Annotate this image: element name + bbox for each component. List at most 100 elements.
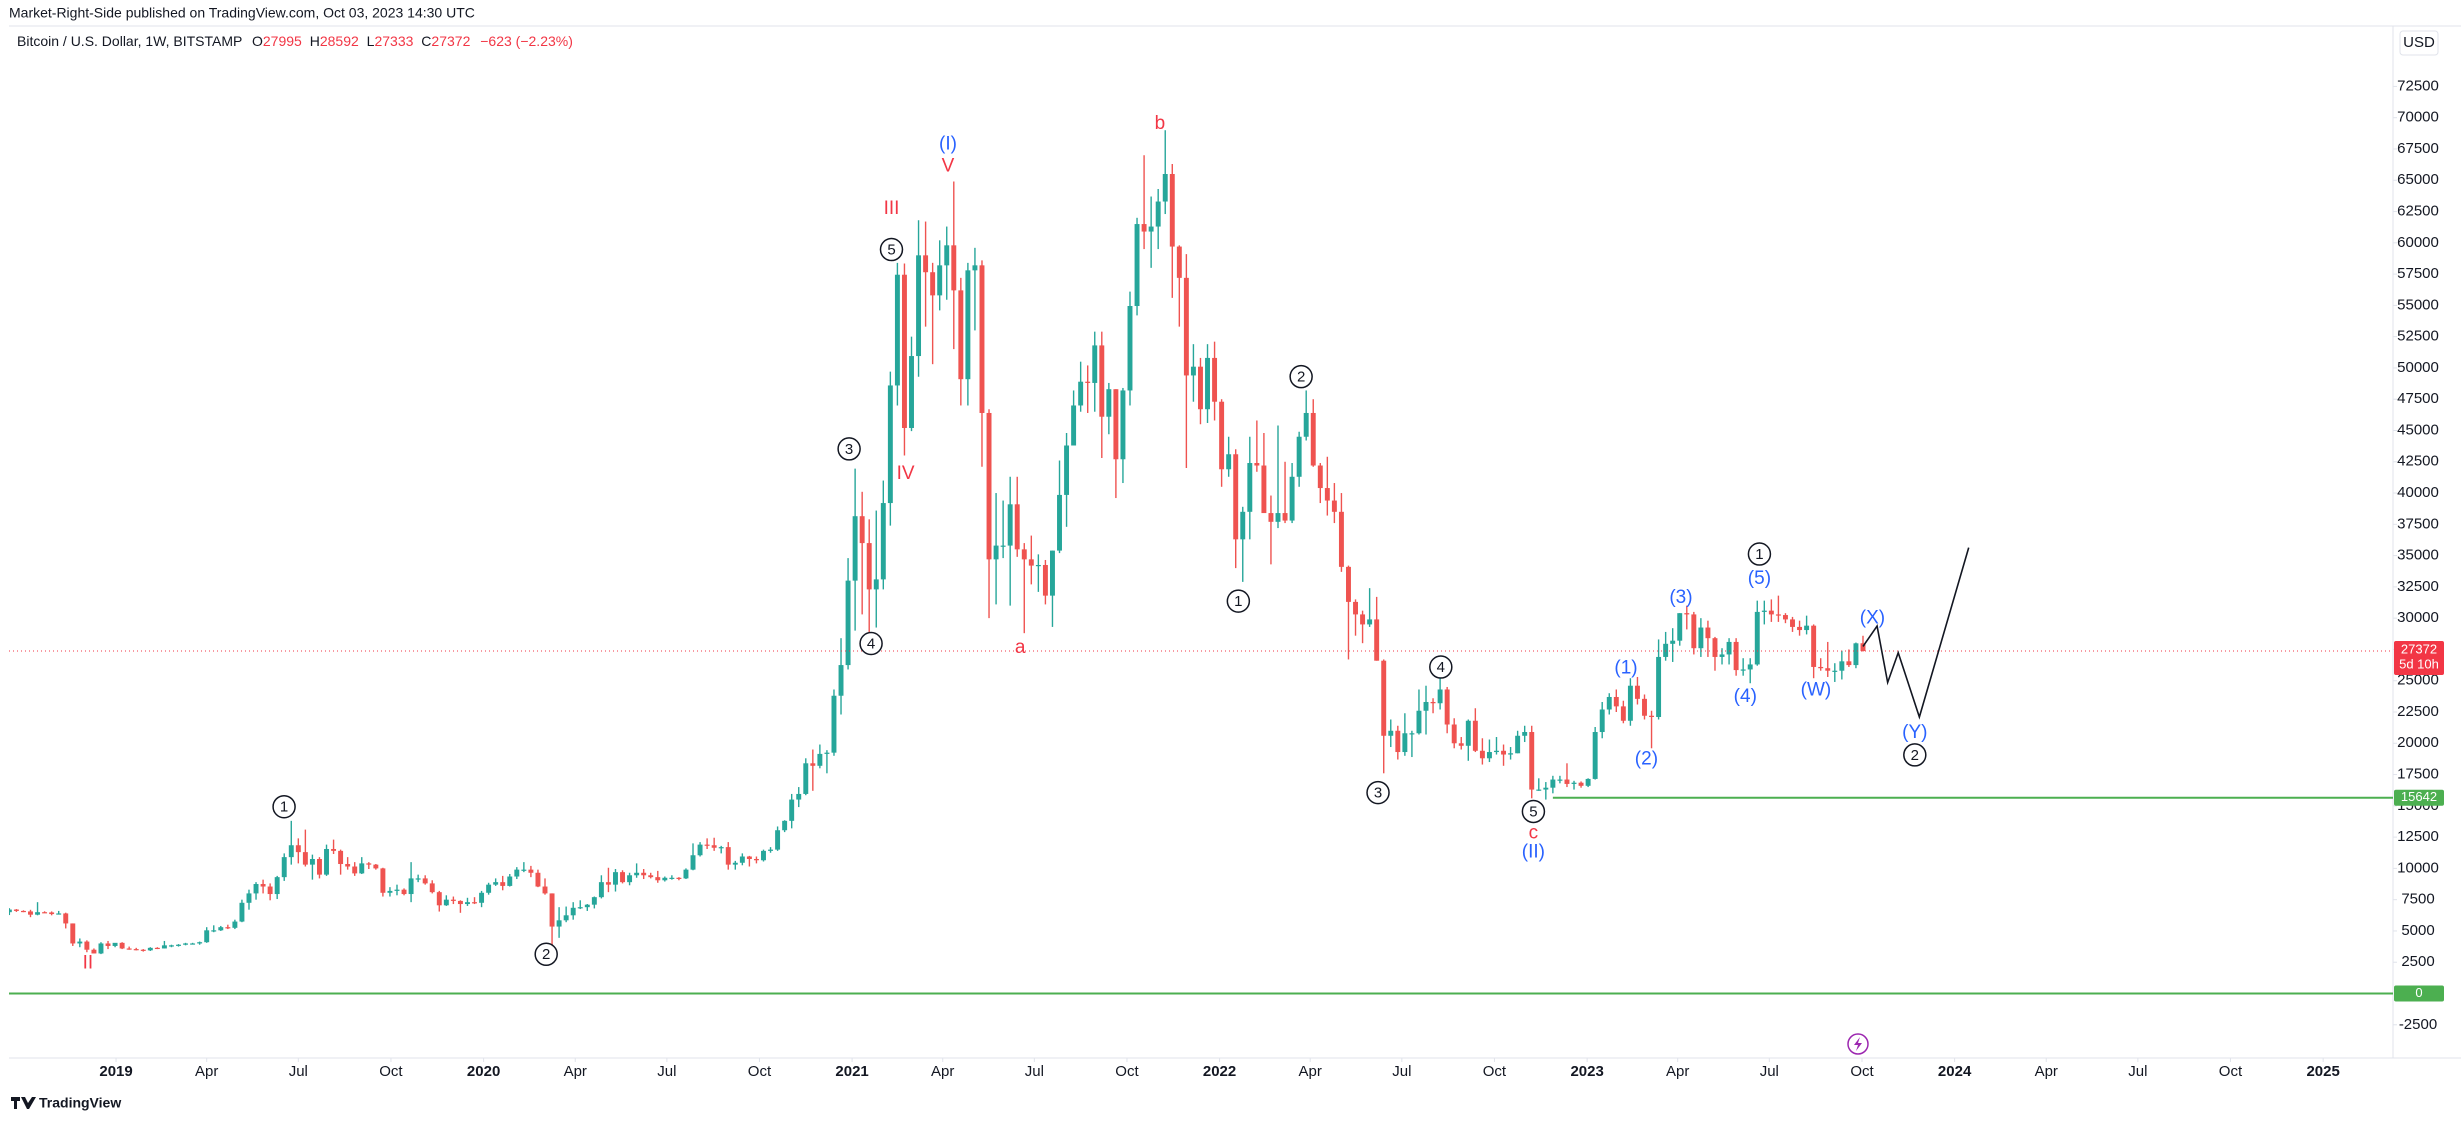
candle-body (1099, 345, 1105, 417)
candle-body (1416, 710, 1422, 734)
y-tick-label: 7500 (2401, 891, 2434, 908)
candle-body (1134, 224, 1140, 307)
wave-label: (W) (1801, 680, 1832, 701)
y-tick-label: 40000 (2397, 484, 2439, 501)
candle-body (690, 855, 696, 870)
wave-circle (879, 237, 904, 262)
x-tick-label: Oct (2219, 1063, 2243, 1080)
candle-body (655, 877, 661, 881)
candle-body (965, 270, 971, 380)
candle-body (176, 944, 181, 946)
candle-body (1451, 724, 1457, 744)
wave-circle (1747, 542, 1772, 566)
candle-body (1402, 733, 1408, 753)
candle-body (1479, 750, 1485, 759)
candle-body (676, 877, 682, 879)
x-tick-label: Jul (657, 1063, 676, 1080)
x-tick-label: Jul (289, 1063, 308, 1080)
candle-body (725, 847, 731, 865)
candle-body (49, 912, 55, 915)
candle-body (9, 909, 12, 913)
candle-body (549, 893, 555, 927)
candle-body (1656, 656, 1662, 718)
brand-name: TradingView (39, 1095, 121, 1111)
candle-body (1381, 660, 1387, 736)
candle-body (591, 897, 597, 905)
candle-body (1670, 640, 1676, 644)
candle-body (1522, 732, 1528, 736)
candle-body (662, 877, 668, 881)
x-tick-label: Jul (1025, 1063, 1044, 1080)
x-tick-label: Oct (748, 1063, 772, 1080)
candle-body (761, 850, 766, 861)
x-tick-label: Oct (1483, 1063, 1507, 1080)
candle-body (105, 943, 111, 946)
candle-body (324, 848, 329, 875)
candle-body (1557, 779, 1563, 781)
currency-box[interactable] (2399, 30, 2439, 56)
candle-body (1740, 669, 1746, 671)
wave-label: III (884, 198, 900, 219)
wave-label: 5 (1529, 803, 1537, 820)
candle-body (570, 907, 576, 916)
candle-body (1529, 732, 1535, 790)
candle-body (563, 915, 569, 921)
candle-body (415, 878, 421, 880)
wave-label: 1 (280, 799, 288, 816)
candle-body (1515, 735, 1521, 754)
candle-body (627, 875, 633, 883)
candle-body (161, 945, 167, 949)
candle-body (732, 862, 738, 865)
wave-circle (1366, 780, 1390, 805)
candle-body (909, 356, 914, 428)
candle-body (1085, 381, 1091, 383)
candle-body (232, 921, 238, 928)
candle-body (753, 859, 759, 861)
ohlc-value: 27372 (431, 33, 470, 49)
candle-body (1007, 504, 1013, 546)
candle-body (634, 872, 640, 876)
y-tick-label: 57500 (2397, 265, 2439, 282)
candle-body (598, 882, 604, 898)
event-icon[interactable] (1847, 1033, 1869, 1055)
candle-body (1444, 689, 1450, 725)
candle-body (253, 884, 259, 894)
candle-body (1261, 465, 1267, 514)
x-tick-label: Apr (564, 1063, 587, 1080)
ohlc-letter: H (310, 33, 320, 49)
y-tick-label: 50000 (2397, 359, 2439, 376)
candle-body (133, 949, 139, 951)
candle-body (1388, 730, 1394, 736)
candle-body (1860, 643, 1866, 652)
candle-body (1825, 668, 1831, 671)
candle-body (1028, 559, 1034, 566)
candle-body (683, 869, 689, 879)
wave-label: 4 (867, 635, 875, 652)
candle-body (486, 884, 492, 893)
y-tick-label: 22500 (2397, 703, 2439, 720)
candle-body (993, 545, 999, 560)
candle-body (1839, 661, 1845, 671)
wave-label: (X) (1860, 607, 1885, 628)
candle-body (42, 912, 48, 914)
candle-body (1536, 789, 1542, 791)
candle-body (1627, 685, 1633, 721)
x-tick-label: 2021 (835, 1063, 868, 1080)
candle-body (1606, 696, 1612, 710)
y-tick-label: 2500 (2401, 953, 2434, 970)
wave-label: (4) (1734, 686, 1757, 707)
candle-body (479, 892, 485, 903)
candle-body (859, 516, 865, 544)
candle-body (605, 882, 611, 885)
candle-body (1148, 226, 1154, 232)
wave-label: 4 (1437, 659, 1445, 676)
y-tick-label: 30000 (2397, 609, 2439, 626)
y-tick-label: 62500 (2397, 203, 2439, 220)
wave-label: (2) (1635, 749, 1658, 770)
candle-body (1014, 504, 1020, 550)
candle-body (1331, 500, 1337, 512)
candle-body (204, 930, 210, 943)
candle-body (1733, 641, 1739, 671)
candle-body (1296, 436, 1302, 477)
x-tick-label: Apr (2035, 1063, 2058, 1080)
